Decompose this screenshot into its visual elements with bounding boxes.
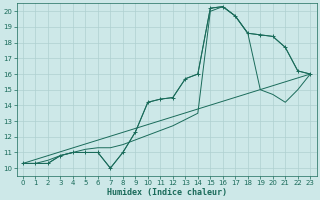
X-axis label: Humidex (Indice chaleur): Humidex (Indice chaleur) — [107, 188, 227, 197]
